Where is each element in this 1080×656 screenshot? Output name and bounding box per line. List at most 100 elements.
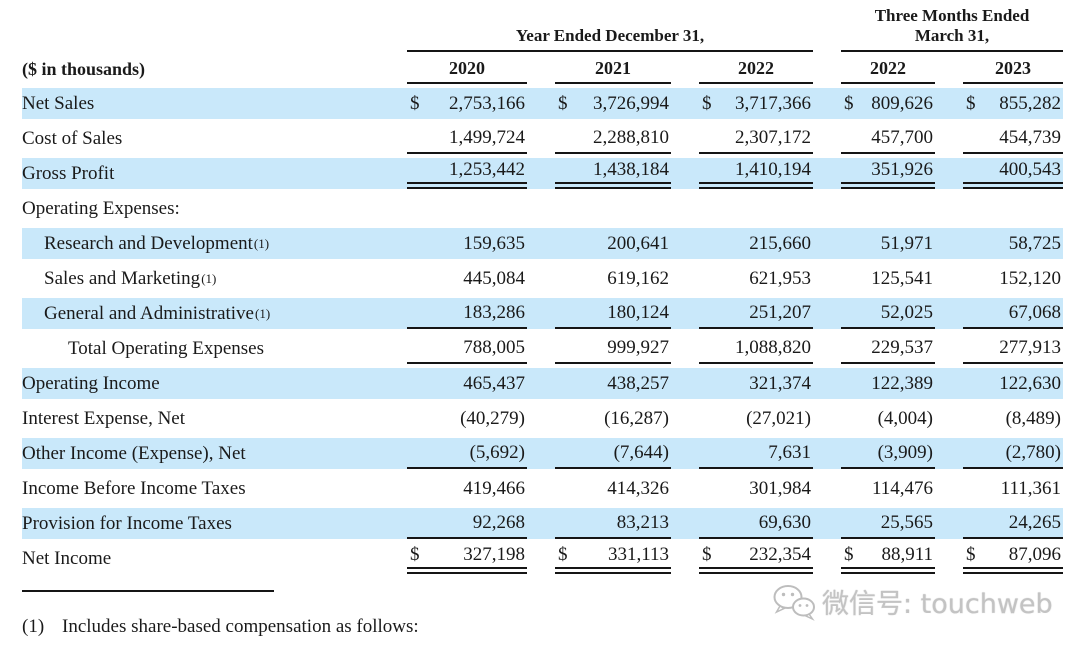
amount-cell: $3,717,366 [699,88,813,119]
amount-cell: 2,307,172 [699,123,813,155]
amount-cell: 51,971 [841,228,935,259]
amount-value: 67,068 [1008,301,1061,323]
amount-cell: 24,265 [963,508,1063,540]
amount-value: 619,162 [607,267,669,289]
amount-value: 51,971 [880,232,933,254]
amount-cell: $88,911 [841,543,935,575]
amount-value: 414,326 [607,477,669,499]
amount-cell: (7,644) [555,438,671,470]
year-header: 2022 [699,58,813,85]
table-row-interest-expense: Interest Expense, Net (40,279) (16,287) … [22,403,1063,434]
dollar-sign: $ [558,544,568,566]
column-group-year-ended: Year Ended December 31, [407,26,813,53]
row-label: Research and Development (1) [44,232,270,254]
amount-value: 788,005 [463,336,525,358]
row-label: Operating Income [22,372,160,394]
amount-cell: 251,207 [699,298,813,330]
amount-cell: (2,780) [963,438,1063,470]
amount-value: 25,565 [880,511,933,533]
year-header: 2020 [407,58,527,85]
row-label: Total Operating Expenses [68,337,265,359]
amount-value: (7,644) [613,441,669,463]
amount-cell [841,193,935,224]
amount-value: 180,124 [607,301,669,323]
amount-value: (40,279) [460,407,525,429]
amount-value: 1,499,724 [449,126,525,148]
amount-cell: 445,084 [407,263,527,294]
amount-cell: 83,213 [555,508,671,540]
column-group-label: Year Ended December 31, [515,26,705,46]
amount-cell: 1,410,194 [699,158,813,190]
amount-cell: 400,543 [963,158,1063,190]
row-label: Sales and Marketing (1) [44,267,217,289]
amount-value: 83,213 [616,511,669,533]
watermark: 微信号: touchweb [772,582,1053,621]
amount-value: (3,909) [877,441,933,463]
table-header-years: ($ in thousands) 2020 2021 2022 2022 202… [22,58,1063,85]
table-header-groups: Year Ended December 31, Three Months End… [22,4,1063,53]
table-row-operating-expenses-header: Operating Expenses: [22,193,1063,224]
row-label: General and Administrative (1) [44,302,271,324]
amount-value: 621,953 [749,267,811,289]
amount-value: 7,631 [768,441,811,463]
amount-value: 52,025 [880,301,933,323]
amount-cell: 92,268 [407,508,527,540]
amount-value: 232,354 [749,544,811,566]
amount-value: 3,717,366 [735,92,811,114]
amount-value: 2,753,166 [449,92,525,114]
amount-value: (2,780) [1005,441,1061,463]
amount-cell: 67,068 [963,298,1063,330]
table-row-research-development: Research and Development (1) 159,635 200,… [22,228,1063,260]
amount-cell: 465,437 [407,368,527,399]
row-label: Net Income [22,547,112,569]
amount-cell: 999,927 [555,333,671,365]
amount-cell [699,193,813,224]
amount-cell: (16,287) [555,403,671,434]
amount-cell [407,193,527,224]
amount-cell: 215,660 [699,228,813,259]
amount-cell: (8,489) [963,403,1063,434]
amount-cell: 457,700 [841,123,935,155]
amount-value: 457,700 [871,126,933,148]
amount-cell: $331,113 [555,543,671,575]
amount-cell: 114,476 [841,473,935,504]
dollar-sign: $ [702,544,712,566]
amount-cell: 25,565 [841,508,935,540]
amount-cell: 152,120 [963,263,1063,294]
amount-value: 465,437 [463,372,525,394]
amount-cell: (5,692) [407,438,527,470]
amount-cell: 122,389 [841,368,935,399]
row-label: Cost of Sales [22,127,123,149]
amount-cell: 301,984 [699,473,813,504]
amount-cell: 438,257 [555,368,671,399]
dollar-sign: $ [844,92,854,114]
table-row-gross-profit: Gross Profit 1,253,442 1,438,184 1,410,1… [22,158,1063,190]
amount-cell: 2,288,810 [555,123,671,155]
amount-cell: 277,913 [963,333,1063,365]
amount-value: 24,265 [1008,511,1061,533]
table-row-net-income: Net Income $327,198 $331,113 $232,354 $8… [22,543,1063,575]
dollar-sign: $ [410,92,420,114]
column-group-three-months: Three Months Ended March 31, [841,4,1063,53]
footnote-divider [22,590,274,593]
amount-value: 277,913 [999,336,1061,358]
amount-value: 2,307,172 [735,126,811,148]
amount-value: 301,984 [749,477,811,499]
amount-value: 215,660 [749,232,811,254]
amount-value: (4,004) [877,407,933,429]
watermark-text: 微信号: touchweb [822,589,1053,620]
amount-value: 400,543 [999,159,1061,181]
amount-cell: 1,253,442 [407,158,527,190]
row-label: Interest Expense, Net [22,407,186,429]
amount-cell: 419,466 [407,473,527,504]
amount-value: 58,725 [1008,232,1061,254]
amount-cell: 351,926 [841,158,935,190]
amount-value: 251,207 [749,301,811,323]
row-label: Provision for Income Taxes [22,512,232,534]
amount-cell: 788,005 [407,333,527,365]
unit-label: ($ in thousands) [22,59,146,80]
amount-cell: $232,354 [699,543,813,575]
amount-cell: 122,630 [963,368,1063,399]
amount-value: 200,641 [607,232,669,254]
amount-cell: 111,361 [963,473,1063,504]
